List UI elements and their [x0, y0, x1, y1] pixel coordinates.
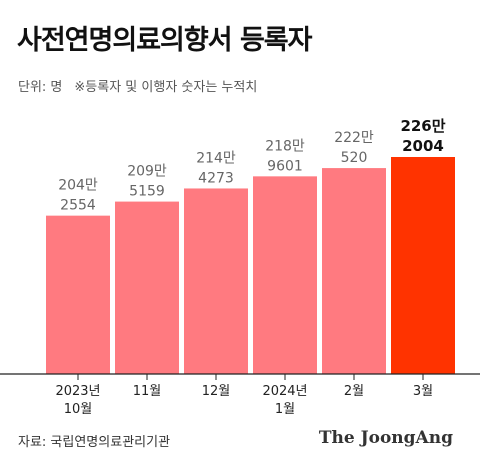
data-label: 9601 — [267, 158, 303, 174]
data-label: 2004 — [402, 137, 444, 155]
x-tick-label: 1월 — [275, 402, 295, 417]
data-label: 218만 — [265, 138, 305, 154]
x-tick-label: 2월 — [344, 384, 364, 399]
bar — [115, 201, 179, 374]
chart-note: 단위: 명 ※등록자 및 이행자 숫자는 누적치 — [18, 76, 257, 95]
data-label: 204만 — [58, 178, 98, 194]
brand-logo: The JoongAng — [318, 428, 453, 448]
data-label: 226만 — [400, 117, 445, 135]
x-tick-label: 2024년 — [262, 384, 307, 399]
x-tick-label: 10월 — [64, 402, 93, 417]
chart-title: 사전연명의료의향서 등록자 — [17, 25, 312, 56]
source-note: 자료: 국립연명의료관리기관 — [18, 435, 171, 450]
data-label: 2554 — [60, 198, 96, 214]
data-label: 214만 — [196, 150, 236, 166]
bar — [184, 188, 248, 374]
data-label: 5159 — [129, 184, 165, 200]
highlighted-bar — [391, 157, 455, 374]
data-label: 4273 — [198, 170, 234, 186]
bar — [322, 168, 386, 374]
bar — [46, 215, 110, 374]
x-tick-label: 2023년 — [55, 384, 100, 399]
x-tick-label: 3월 — [413, 384, 433, 399]
data-label: 209만 — [127, 164, 167, 180]
unit-note: 단위: 명 — [18, 80, 63, 95]
data-label: 520 — [341, 150, 368, 166]
bar — [253, 176, 317, 374]
cumulative-note: ※등록자 및 이행자 숫자는 누적치 — [74, 80, 258, 95]
x-tick-label: 12월 — [202, 384, 231, 399]
x-tick-label: 11월 — [133, 384, 162, 399]
data-label: 222만 — [334, 130, 374, 146]
